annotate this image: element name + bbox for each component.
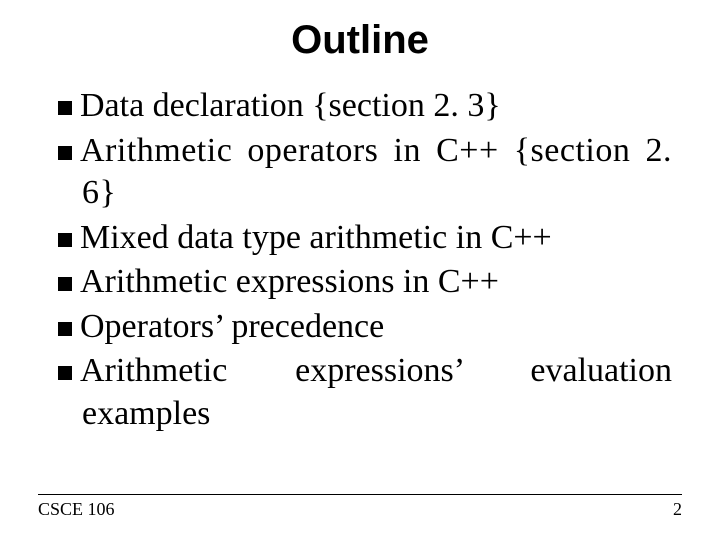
footer-course-code: CSCE 106 (38, 499, 115, 520)
list-item-text: Data declaration {section 2. 3} (80, 87, 501, 124)
list-item-text: Mixed data type arithmetic in C++ (80, 219, 552, 256)
slide: Outline Data declaration {section 2. 3} … (0, 0, 720, 540)
list-item: Arithmetic operators in C++ {section 2. … (58, 130, 672, 215)
list-item-text: Arithmetic expressions’ evaluation examp… (80, 352, 672, 432)
slide-title: Outline (0, 18, 720, 63)
list-item-text: Operators’ precedence (80, 308, 384, 345)
outline-list: Data declaration {section 2. 3} Arithmet… (58, 85, 672, 437)
list-item: Arithmetic expressions’ evaluation examp… (58, 350, 672, 435)
list-item-text: Arithmetic operators in C++ {section 2. … (80, 132, 672, 212)
list-item: Operators’ precedence (58, 306, 672, 349)
list-item: Arithmetic expressions in C++ (58, 261, 672, 304)
list-item: Mixed data type arithmetic in C++ (58, 217, 672, 260)
list-item-text: Arithmetic expressions in C++ (80, 263, 499, 300)
slide-footer: CSCE 106 2 (38, 494, 682, 520)
footer-page-number: 2 (673, 499, 682, 520)
square-bullet-icon (58, 322, 72, 336)
square-bullet-icon (58, 146, 72, 160)
list-item: Data declaration {section 2. 3} (58, 85, 672, 128)
square-bullet-icon (58, 233, 72, 247)
square-bullet-icon (58, 366, 72, 380)
square-bullet-icon (58, 101, 72, 115)
square-bullet-icon (58, 277, 72, 291)
